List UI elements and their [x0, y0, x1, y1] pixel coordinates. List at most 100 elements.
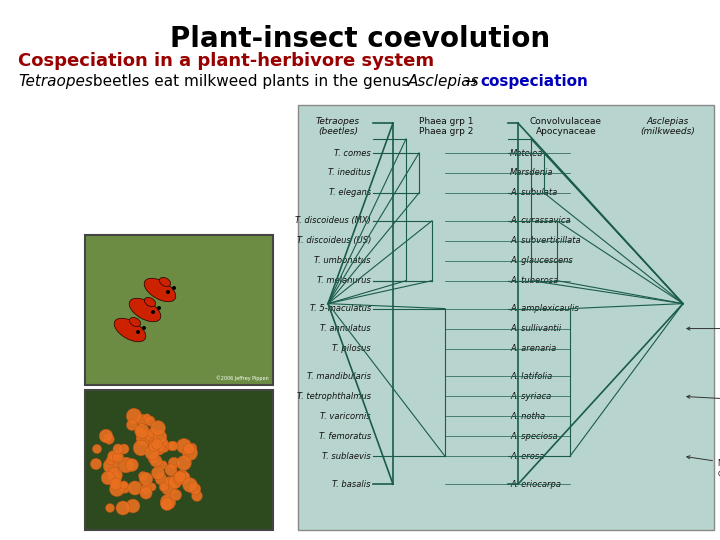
Text: T. varicornis: T. varicornis: [320, 412, 371, 421]
Circle shape: [112, 451, 124, 463]
Circle shape: [111, 451, 121, 461]
Circle shape: [90, 458, 102, 470]
Circle shape: [174, 471, 186, 483]
Text: ©2006 Jeffrey Pippen: ©2006 Jeffrey Pippen: [217, 375, 269, 381]
Circle shape: [172, 286, 176, 290]
Text: T. elegans: T. elegans: [329, 188, 371, 198]
Circle shape: [151, 310, 155, 314]
Circle shape: [150, 421, 166, 435]
Circle shape: [168, 441, 178, 451]
Circle shape: [126, 499, 140, 513]
Text: T. sublaevis: T. sublaevis: [323, 452, 371, 461]
Circle shape: [166, 290, 170, 294]
Circle shape: [142, 326, 146, 330]
Circle shape: [187, 443, 197, 453]
Text: Asclepias: Asclepias: [408, 74, 480, 89]
Circle shape: [155, 473, 167, 485]
Text: T. ineditus: T. ineditus: [328, 168, 371, 178]
Circle shape: [140, 484, 151, 494]
Circle shape: [157, 306, 161, 310]
Circle shape: [103, 458, 119, 474]
Circle shape: [120, 483, 130, 493]
Circle shape: [106, 503, 114, 512]
Circle shape: [159, 482, 168, 492]
Ellipse shape: [144, 278, 176, 302]
Circle shape: [140, 487, 152, 499]
Text: A. sullivantii: A. sullivantii: [510, 324, 562, 333]
Circle shape: [148, 483, 156, 491]
Circle shape: [125, 458, 138, 471]
Circle shape: [99, 429, 113, 443]
Circle shape: [126, 408, 142, 424]
Circle shape: [168, 457, 180, 469]
Circle shape: [182, 446, 197, 461]
Circle shape: [150, 437, 158, 445]
Text: A. notha: A. notha: [510, 412, 545, 421]
Circle shape: [171, 489, 181, 501]
Circle shape: [153, 430, 167, 444]
Text: A. amplexicaulis: A. amplexicaulis: [510, 304, 579, 313]
Ellipse shape: [130, 318, 140, 327]
Circle shape: [168, 475, 181, 489]
Circle shape: [136, 430, 152, 446]
Circle shape: [136, 414, 148, 426]
Circle shape: [110, 478, 122, 490]
Circle shape: [120, 481, 128, 489]
Circle shape: [133, 440, 149, 456]
Circle shape: [119, 444, 129, 454]
Text: Cospeciation in a plant-herbivore system: Cospeciation in a plant-herbivore system: [18, 52, 434, 70]
Text: Convolvulaceae
Apocynaceae: Convolvulaceae Apocynaceae: [530, 117, 602, 137]
Circle shape: [158, 461, 167, 469]
Circle shape: [189, 483, 201, 495]
Circle shape: [148, 441, 159, 451]
Circle shape: [161, 497, 174, 510]
Circle shape: [174, 471, 186, 485]
Text: A. glaucescens: A. glaucescens: [510, 256, 572, 265]
Circle shape: [108, 451, 118, 461]
Circle shape: [156, 440, 164, 448]
Bar: [298, 105, 714, 530]
Text: A. eriocarpa: A. eriocarpa: [510, 480, 561, 489]
Text: →: →: [460, 74, 482, 89]
Circle shape: [109, 471, 122, 484]
Text: T. discoideus (MX): T. discoideus (MX): [295, 217, 371, 225]
Text: T. comes: T. comes: [334, 148, 371, 158]
Text: Tetraopes
(beetles): Tetraopes (beetles): [316, 117, 360, 137]
Text: Plant-insect coevolution: Plant-insect coevolution: [170, 25, 550, 53]
Text: A. curassavica: A. curassavica: [510, 217, 571, 225]
Circle shape: [166, 442, 176, 450]
Ellipse shape: [114, 318, 146, 342]
Circle shape: [139, 472, 153, 486]
Circle shape: [92, 444, 102, 454]
Circle shape: [176, 456, 192, 470]
Text: T. 5-maculatus: T. 5-maculatus: [310, 304, 371, 313]
Circle shape: [118, 457, 134, 473]
Circle shape: [127, 420, 138, 430]
Circle shape: [148, 454, 158, 464]
Circle shape: [113, 444, 123, 454]
Circle shape: [161, 481, 176, 496]
Circle shape: [165, 464, 177, 476]
Text: T. femoratus: T. femoratus: [319, 432, 371, 441]
Circle shape: [136, 330, 140, 334]
Circle shape: [107, 468, 122, 482]
Text: beetles eat milkweed plants in the genus: beetles eat milkweed plants in the genus: [88, 74, 415, 89]
Text: A. arenaria: A. arenaria: [510, 344, 557, 353]
Text: T. discoideus (US): T. discoideus (US): [297, 237, 371, 245]
Circle shape: [175, 470, 189, 484]
Text: cospeciation: cospeciation: [480, 74, 588, 89]
Circle shape: [160, 438, 168, 447]
Bar: [85, 235, 273, 385]
Ellipse shape: [145, 298, 156, 307]
Text: Tetraopes: Tetraopes: [18, 74, 93, 89]
Text: T. umbonatus: T. umbonatus: [315, 256, 371, 265]
Text: T. melanurus: T. melanurus: [318, 276, 371, 285]
Circle shape: [109, 482, 125, 497]
Circle shape: [184, 443, 194, 455]
Text: A. tuberosa: A. tuberosa: [510, 276, 558, 285]
Circle shape: [157, 444, 165, 452]
Text: A. subulata: A. subulata: [510, 188, 557, 198]
Circle shape: [149, 440, 163, 454]
Circle shape: [102, 471, 114, 485]
Circle shape: [152, 438, 162, 449]
